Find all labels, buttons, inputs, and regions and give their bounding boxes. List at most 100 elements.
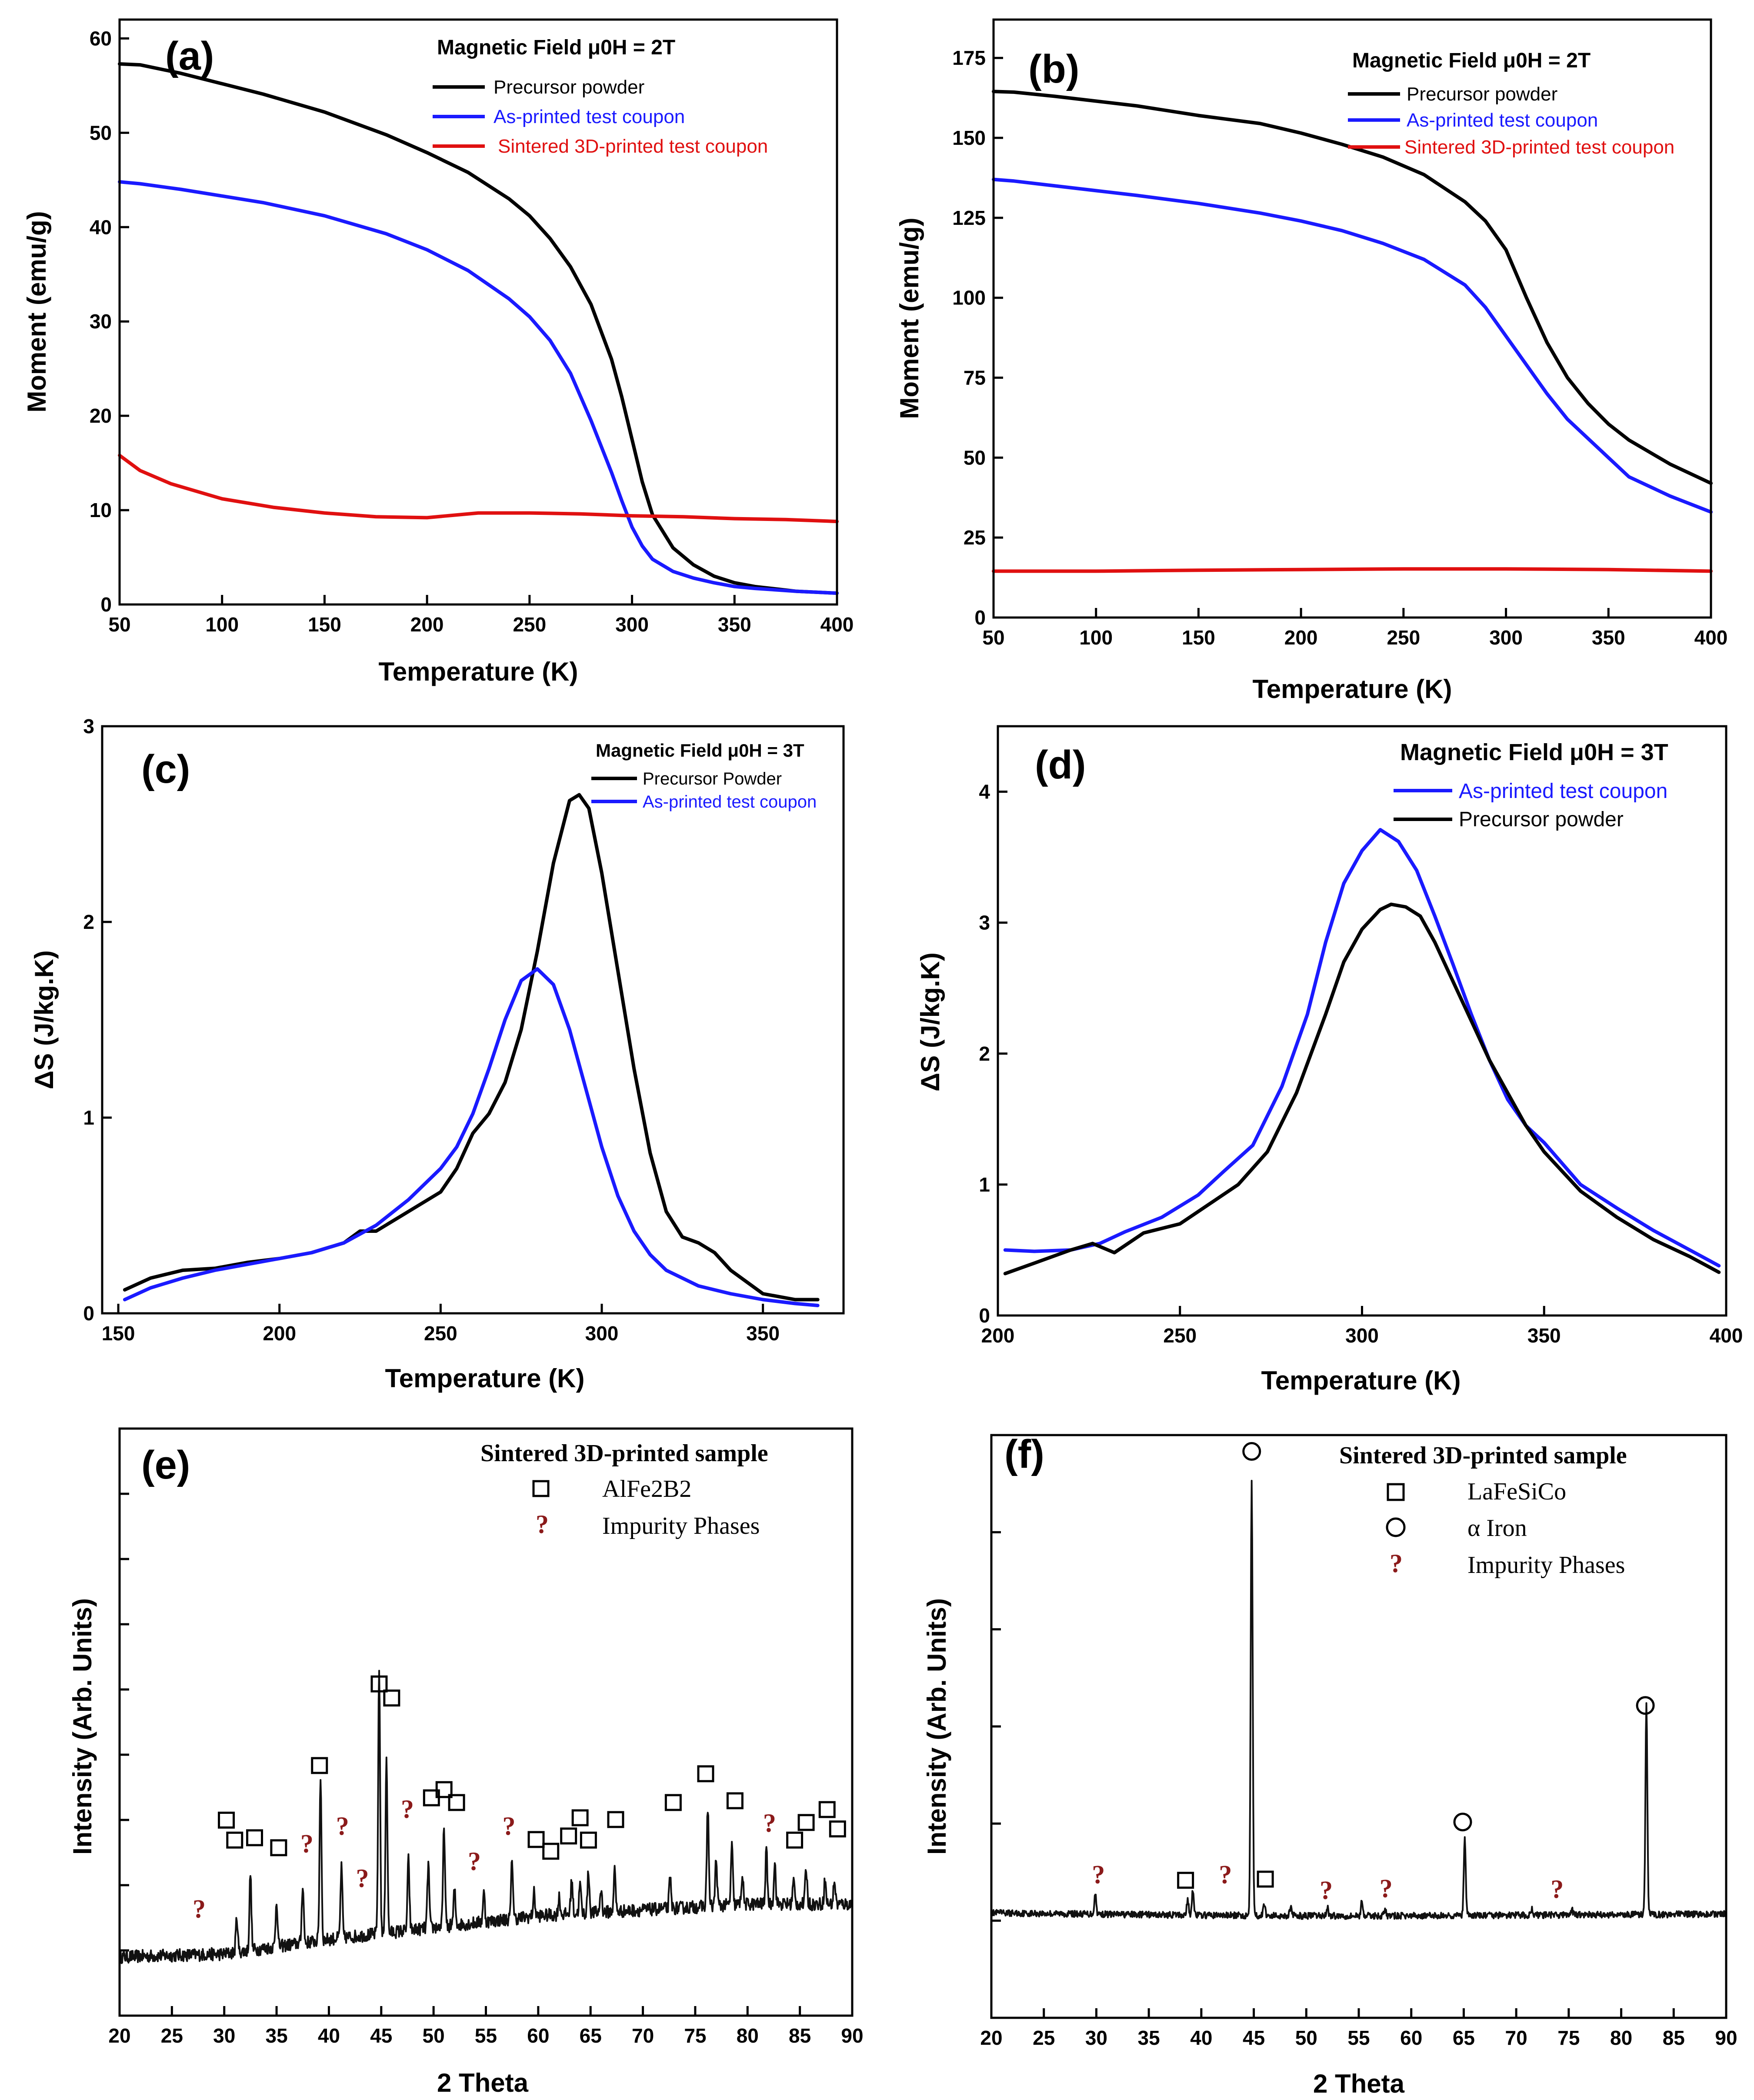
panel-a-legend-label-3: Sintered 3D-printed test coupon <box>498 136 768 157</box>
panel-b-frame <box>992 18 1712 619</box>
panel-e-label: (e) <box>141 1443 190 1487</box>
panel-e-xtick-label-12: 80 <box>737 2024 759 2047</box>
panel-c-ylabel: ΔS (J/kg.K) <box>30 950 59 1089</box>
panel-f-xlabel: 2 Theta <box>1313 2069 1405 2098</box>
panel-e-ylabel: Intensity (Arb. Units) <box>68 1598 97 1855</box>
panel-e-square-marker-13 <box>571 1809 589 1826</box>
panel-e-square-marker-5 <box>370 1675 388 1693</box>
panel-c-ytick-label-3: 3 <box>83 715 94 738</box>
panel-c-ytick-label-0: 0 <box>83 1302 94 1325</box>
panel-a-xtick-label-4: 250 <box>513 613 546 636</box>
panel-e-square-marker-15 <box>607 1811 624 1828</box>
panel-e-square-marker-12 <box>560 1827 577 1845</box>
panel-b-ytick-label-5: 125 <box>952 207 986 229</box>
panel-c-ytick-label-2: 2 <box>83 911 94 933</box>
panel-f-circle-marker-1 <box>1453 1813 1472 1832</box>
panel-d-label: (d) <box>1035 743 1086 787</box>
panel-b-ytick-label-6: 150 <box>952 127 986 149</box>
panel-b-xtick-label-7: 400 <box>1694 626 1728 649</box>
panel-f-xtick-label-1: 25 <box>1033 2027 1055 2049</box>
panel-c-xtick-label-0: 150 <box>102 1322 135 1345</box>
plot-b-content: 50 100 150 200 250 300 350 400 0 25 50 75 100 125 150 1… <box>952 47 1727 649</box>
panel-f-xtick-label-2: 30 <box>1085 2027 1107 2049</box>
panel-d: 200 250 300 350 400 0 1 2 3 4 (d) Magnetic Field … <box>916 725 1743 1395</box>
panel-b-legend-label-2: As-printed test coupon <box>1407 110 1598 131</box>
panel-e-xtick-label-0: 20 <box>108 2024 130 2047</box>
panel-e-xtick-label-3: 35 <box>265 2024 287 2047</box>
panel-a-label: (a) <box>165 34 214 78</box>
panel-e-xtick-label-8: 60 <box>527 2024 549 2047</box>
panel-f-impurity-marker-3: ? <box>1380 1874 1393 1903</box>
panel-a-xtick-label-2: 150 <box>308 613 341 636</box>
panel-f-label: (f) <box>1004 1432 1044 1476</box>
panel-e-square-marker-14 <box>580 1831 597 1849</box>
panel-e-square-marker-17 <box>697 1765 714 1783</box>
panel-e-xtick-label-2: 30 <box>213 2024 235 2047</box>
panel-f-xtick-label-0: 20 <box>980 2027 1002 2049</box>
panel-c-xtick-label-3: 300 <box>585 1322 619 1345</box>
panel-d-ytick-label-1: 1 <box>979 1173 990 1196</box>
panel-b-ytick-label-3: 75 <box>964 367 986 389</box>
panel-d-ytick-label-4: 4 <box>979 781 990 803</box>
panel-d-xtick-label-4: 400 <box>1710 1324 1743 1347</box>
panel-c-xtick-label-1: 200 <box>263 1322 296 1345</box>
panel-d-xlabel: Temperature (K) <box>1261 1366 1461 1395</box>
panel-e-square-marker-2 <box>246 1829 263 1846</box>
panel-a-series-0-line <box>118 62 839 595</box>
panel-f-impurity-marker-4: ? <box>1551 1875 1564 1903</box>
panel-d-xtick-label-1: 250 <box>1163 1324 1197 1347</box>
panel-a-xtick-label-3: 200 <box>410 613 444 636</box>
panel-f-xtick-label-11: 75 <box>1557 2027 1580 2049</box>
plot-d-content: 200 250 300 350 400 0 1 2 3 4 <box>979 781 1743 1347</box>
panel-f: 20 25 30 35 40 45 50 55 60 65 70 75 80 85 90????? (f) … <box>922 1432 1737 2098</box>
panel-e-impurity-marker-1: ? <box>300 1829 313 1858</box>
panel-f-xtick-label-9: 65 <box>1453 2027 1475 2049</box>
panel-b-ytick-label-0: 0 <box>974 606 986 629</box>
panel-a-legend-title: Magnetic Field μ0H = 2T <box>437 36 675 59</box>
panel-f-pattern-line <box>990 1479 1727 1920</box>
panel-f-legend-label-circle: α Iron <box>1467 1515 1527 1542</box>
plot-f-content: 20 25 30 35 40 45 50 55 60 65 70 75 80 85 90????? <box>980 1442 1737 2049</box>
panel-a-ytick-label-1: 10 <box>90 499 112 521</box>
panel-c-legend-title: Magnetic Field μ0H = 3T <box>596 740 804 761</box>
panel-c-series-1-line <box>123 967 820 1307</box>
panel-d-xtick-label-0: 200 <box>981 1324 1015 1347</box>
panel-f-circle-marker-0 <box>1242 1442 1261 1461</box>
panel-e-legend-impurity-icon: ? <box>536 1510 549 1539</box>
plot-a-content: 50 100 150 200 250 300 350 400 0 10 20 30 40 50 60 <box>90 27 854 636</box>
panel-d-legend-label-1: As-printed test coupon <box>1459 780 1667 803</box>
panel-a-legend-label-2: As-printed test coupon <box>494 106 685 127</box>
panel-c-ytick-label-1: 1 <box>83 1106 94 1129</box>
plot-e-content: 20 25 30 35 40 45 50 55 60 65 70 75 80 85 90???????? <box>108 1492 864 2047</box>
panel-e-square-marker-9 <box>448 1794 465 1811</box>
panel-a-xtick-label-5: 300 <box>615 613 649 636</box>
panel-e-square-marker-20 <box>797 1814 815 1831</box>
panel-e-impurity-marker-7: ? <box>763 1809 776 1837</box>
panel-e-legend-square-icon <box>532 1480 550 1497</box>
panel-f-xtick-label-6: 50 <box>1295 2027 1317 2049</box>
panel-b-series-2-line <box>992 567 1713 573</box>
panel-d-series-1-line <box>1003 902 1721 1275</box>
panel-b-ytick-label-1: 25 <box>964 526 986 549</box>
panel-e-xtick-label-13: 85 <box>789 2024 811 2047</box>
panel-e-xtick-label-10: 70 <box>632 2024 654 2047</box>
panel-a-legend-label-1: Precursor powder <box>494 77 644 98</box>
panel-f-circle-marker-2 <box>1636 1696 1655 1715</box>
panel-b-xtick-label-5: 300 <box>1489 626 1523 649</box>
panel-d-ylabel: ΔS (J/kg.K) <box>916 952 945 1092</box>
panel-c-frame <box>101 725 845 1315</box>
panel-b-xtick-label-4: 250 <box>1387 626 1420 649</box>
panel-d-ytick-label-3: 3 <box>979 911 990 934</box>
panel-e-impurity-marker-0: ? <box>193 1894 206 1923</box>
panel-e-square-marker-4 <box>311 1757 328 1774</box>
panel-a-xtick-label-1: 100 <box>205 613 239 636</box>
panel-d-frame <box>997 725 1727 1317</box>
panel-f-impurity-marker-1: ? <box>1219 1860 1232 1889</box>
panel-e-legend-title: Sintered 3D-printed sample <box>480 1440 768 1467</box>
panel-b-series-0-line <box>992 90 1713 485</box>
panel-f-impurity-marker-2: ? <box>1320 1876 1333 1905</box>
panel-b-ytick-label-4: 100 <box>952 287 986 309</box>
panel-f-impurity-marker-0: ? <box>1092 1860 1105 1889</box>
panel-f-xtick-label-5: 45 <box>1243 2027 1265 2049</box>
panel-f-xtick-label-4: 40 <box>1190 2027 1212 2049</box>
